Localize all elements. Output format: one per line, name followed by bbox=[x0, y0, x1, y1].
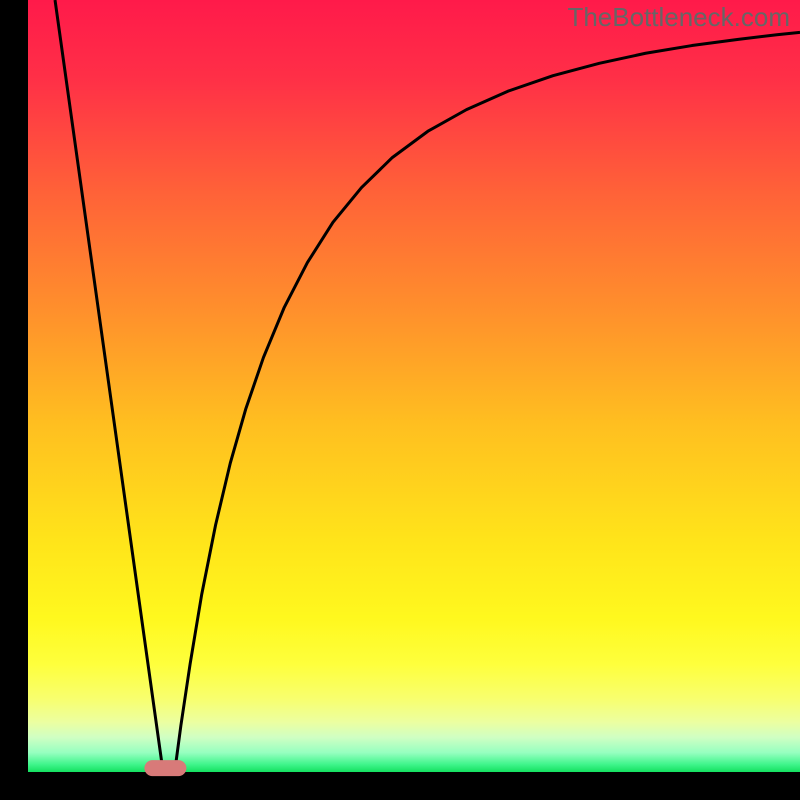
bottleneck-chart bbox=[0, 0, 800, 800]
optimal-marker bbox=[144, 760, 186, 776]
chart-container: { "watermark": { "text": "TheBottleneck.… bbox=[0, 0, 800, 800]
watermark-text: TheBottleneck.com bbox=[567, 2, 790, 33]
y-axis-border bbox=[0, 0, 28, 800]
gradient-background bbox=[28, 0, 800, 772]
x-axis-border bbox=[0, 772, 800, 800]
